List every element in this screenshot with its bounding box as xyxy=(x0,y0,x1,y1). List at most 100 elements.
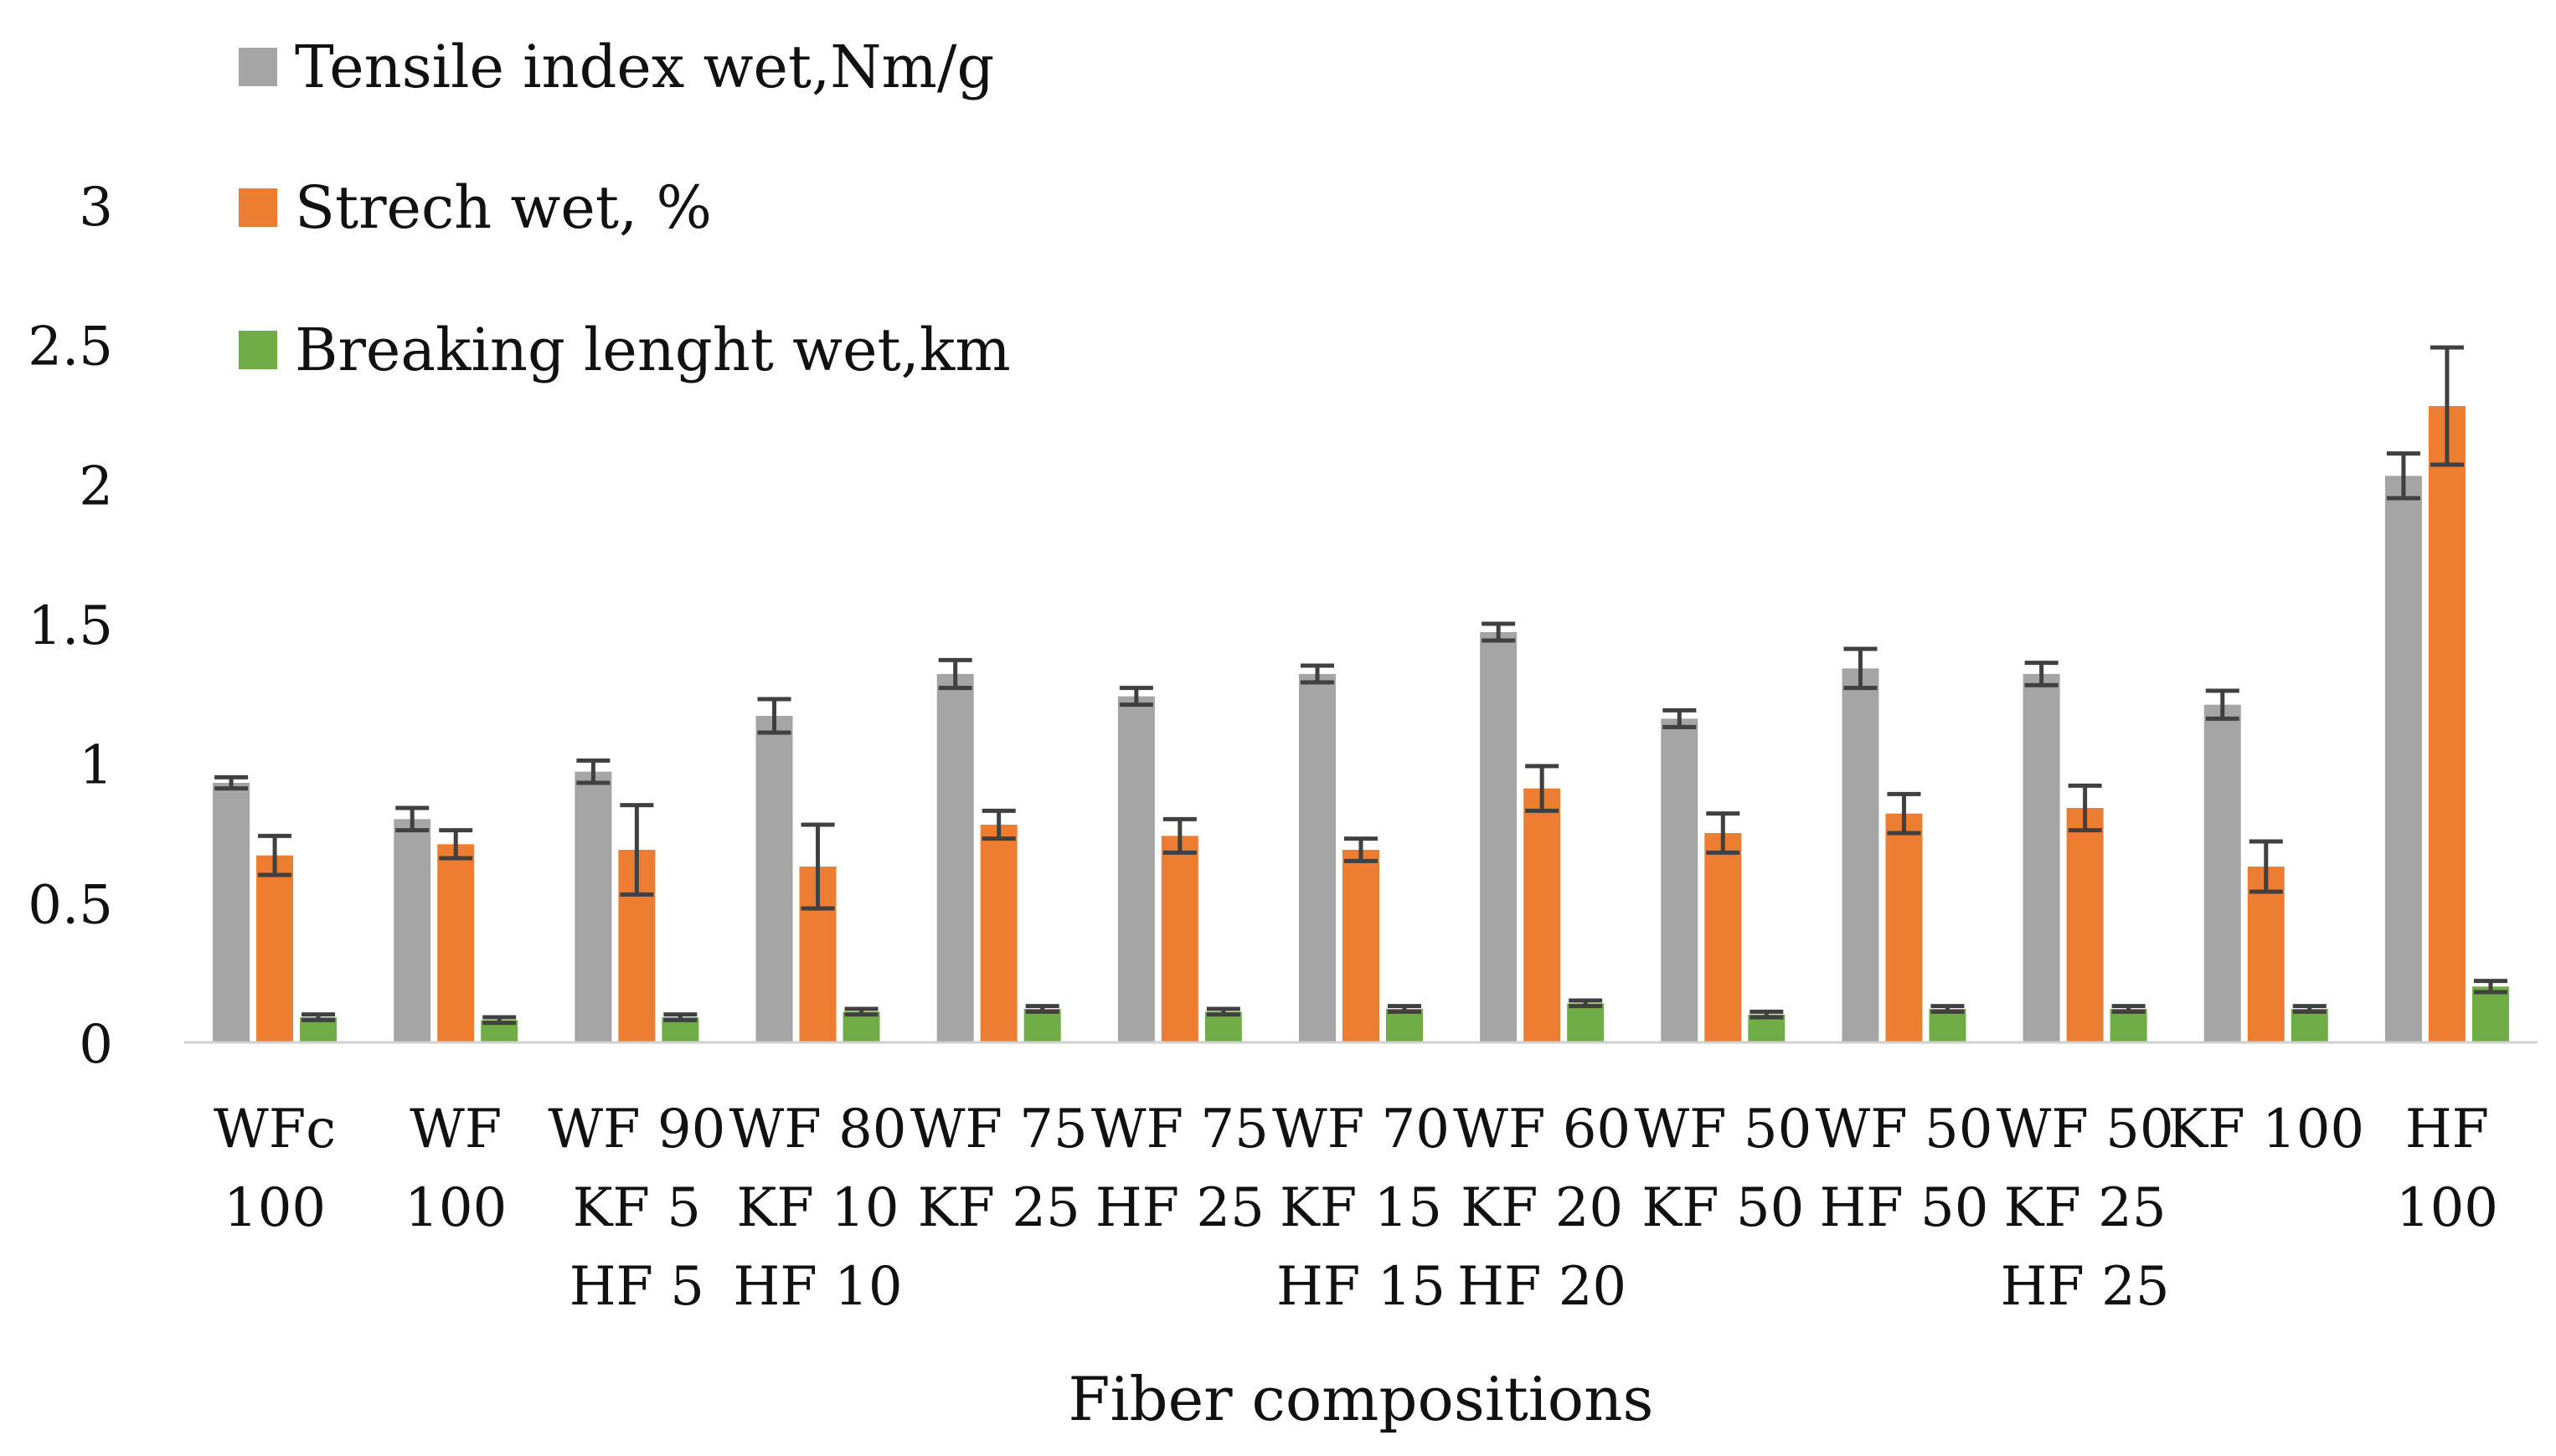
error-bar xyxy=(1887,791,1921,836)
bar-tensile-index xyxy=(394,819,431,1042)
bar-breaking-length xyxy=(2110,1009,2147,1042)
bar-breaking-length xyxy=(2471,986,2509,1042)
error-bar xyxy=(214,774,249,791)
bars xyxy=(213,406,2509,1042)
x-tick-label: WF 50 HF 50 xyxy=(1815,1098,1992,1239)
error-bar xyxy=(1025,1004,1059,1014)
bar-stretch xyxy=(437,844,475,1042)
y-tick-label: 3 xyxy=(79,177,113,239)
error-bar xyxy=(482,1015,517,1026)
x-axis-title: Fiber compositions xyxy=(1069,1364,1654,1434)
error-bar xyxy=(1843,646,1878,691)
error-bar xyxy=(982,808,1016,841)
error-bar xyxy=(2205,688,2239,721)
error-bars xyxy=(214,345,2507,1026)
y-tick-label: 1.5 xyxy=(28,595,113,657)
error-bar xyxy=(2386,451,2420,501)
error-bar xyxy=(301,1012,336,1022)
x-tick-label: WFc 100 xyxy=(214,1098,336,1239)
error-bar xyxy=(757,697,791,735)
bar-stretch xyxy=(980,825,1018,1042)
error-bar xyxy=(1706,811,1740,855)
error-bar xyxy=(844,1006,879,1017)
bar-tensile-index xyxy=(1661,718,1698,1042)
bar-tensile-index xyxy=(1117,696,1155,1042)
bar-breaking-length xyxy=(1023,1009,1061,1042)
error-bar xyxy=(2249,839,2283,894)
bar-stretch xyxy=(2428,406,2466,1042)
error-bar xyxy=(1525,764,1559,813)
bar-tensile-index xyxy=(213,783,250,1042)
error-bar xyxy=(2473,979,2507,995)
error-bar xyxy=(1482,621,1516,643)
error-bar xyxy=(1569,998,1603,1009)
legend-swatch xyxy=(239,48,277,86)
bar-breaking-length xyxy=(1386,1009,1423,1042)
error-bar xyxy=(439,828,473,861)
x-tick-label: WF 80 KF 10 HF 10 xyxy=(729,1098,907,1318)
error-bar xyxy=(2024,661,2059,687)
bar-tensile-index xyxy=(2384,476,2422,1042)
x-tick-label: WF 90 KF 5 HF 5 xyxy=(548,1098,725,1318)
x-tick-label: WF 50 KF 50 xyxy=(1634,1098,1811,1239)
bar-stretch xyxy=(1161,836,1198,1042)
y-axis: 0 0.5 1 1.5 2 2.5 3 xyxy=(28,177,113,1076)
legend-label: Tensile index wet,Nm/g xyxy=(295,33,994,101)
legend-swatch xyxy=(239,331,277,369)
error-bar xyxy=(2430,345,2464,467)
y-tick-label: 0.5 xyxy=(28,874,113,936)
error-bar xyxy=(576,758,611,785)
y-tick-label: 1 xyxy=(79,735,113,797)
bar-tensile-index xyxy=(1842,668,1879,1042)
error-bar xyxy=(1662,707,1697,729)
bar-stretch xyxy=(1523,788,1561,1042)
legend-label: Breaking lenght wet,km xyxy=(295,316,1011,384)
bar-breaking-length xyxy=(1204,1011,1242,1042)
bar-tensile-index xyxy=(575,771,612,1042)
bar-stretch xyxy=(1342,850,1379,1042)
y-tick-label: 2.5 xyxy=(28,316,113,378)
bar-tensile-index xyxy=(1480,632,1518,1042)
bar-tensile-index xyxy=(2023,674,2060,1042)
error-bar xyxy=(1750,1009,1784,1020)
error-bar xyxy=(2111,1004,2146,1014)
error-bar xyxy=(620,803,654,897)
error-bar xyxy=(938,657,972,691)
error-bar xyxy=(2068,783,2102,833)
error-bar xyxy=(258,833,292,877)
bar-stretch xyxy=(2066,808,2104,1042)
error-bar xyxy=(1301,663,1334,685)
error-bar xyxy=(663,1012,698,1022)
x-tick-label: WF 75 HF 25 xyxy=(1091,1098,1269,1239)
error-bar xyxy=(395,805,430,833)
x-tick-label: WF 50 KF 25 HF 25 xyxy=(1997,1098,2174,1318)
error-bar xyxy=(1930,1004,1965,1014)
x-tick-label: WF 75 KF 25 xyxy=(910,1098,1088,1239)
legend-swatch xyxy=(239,188,277,227)
bar-tensile-index xyxy=(2203,704,2241,1042)
bar-tensile-index xyxy=(755,716,793,1042)
bar-breaking-length xyxy=(843,1011,880,1042)
error-bar xyxy=(801,822,835,911)
error-bar xyxy=(2292,1004,2327,1014)
error-bar xyxy=(1206,1006,1240,1017)
bar-breaking-length xyxy=(1929,1009,1966,1042)
bar-stretch xyxy=(256,855,294,1042)
bar-tensile-index xyxy=(1299,674,1336,1042)
x-tick-label: WF 100 xyxy=(405,1098,507,1239)
error-bar xyxy=(1119,686,1153,707)
x-tick-label: HF 100 xyxy=(2396,1098,2498,1239)
bar-stretch xyxy=(2247,867,2285,1042)
error-bar xyxy=(1162,816,1197,855)
error-bar xyxy=(1344,836,1378,863)
x-tick-label: WF 60 KF 20 HF 20 xyxy=(1453,1098,1631,1318)
bar-stretch xyxy=(1704,833,1742,1042)
legend: Tensile index wet,Nm/g Strech wet, % Break… xyxy=(239,33,1011,384)
bar-tensile-index xyxy=(936,674,974,1042)
y-tick-label: 2 xyxy=(79,455,113,517)
legend-label: Strech wet, % xyxy=(295,173,712,242)
x-tick-label: KF 100 xyxy=(2167,1098,2364,1160)
